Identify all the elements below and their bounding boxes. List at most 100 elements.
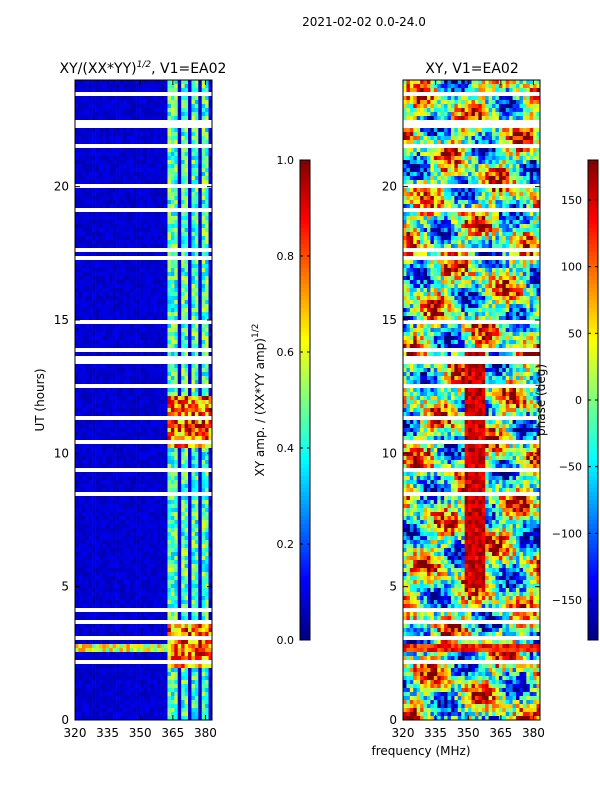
heatmap-cell — [102, 240, 107, 245]
heatmap-cell — [150, 344, 155, 349]
heatmap-cell — [119, 400, 124, 405]
heatmap-cell — [140, 436, 144, 441]
heatmap-cell — [208, 240, 213, 245]
heatmap-cell — [105, 300, 110, 305]
heatmap-cell — [122, 372, 127, 377]
heatmap-cell — [208, 404, 213, 409]
heatmap-cell — [95, 528, 100, 533]
heatmap-cell — [167, 132, 172, 137]
heatmap-cell — [81, 340, 86, 345]
heatmap-cell — [198, 556, 203, 561]
heatmap-cell — [92, 564, 96, 569]
heatmap-cell — [177, 376, 182, 381]
heatmap-cell — [157, 204, 161, 209]
heatmap-cell — [170, 96, 175, 101]
heatmap-cell — [153, 628, 158, 633]
heatmap-cell — [133, 228, 137, 233]
heatmap-cell — [116, 132, 120, 137]
heatmap-cell — [88, 576, 93, 581]
heatmap-cell — [153, 312, 158, 317]
heatmap-cell — [150, 476, 155, 481]
heatmap-cell — [143, 532, 148, 537]
heatmap-cell — [201, 276, 206, 281]
heatmap-cell — [126, 304, 131, 309]
heatmap-cell — [146, 464, 151, 469]
heatmap-cell — [153, 596, 158, 601]
heatmap-cell — [140, 476, 144, 481]
heatmap-cell — [75, 484, 79, 489]
heatmap-cell — [92, 216, 96, 221]
heatmap-cell — [92, 312, 96, 317]
heatmap-cell — [174, 272, 179, 277]
heatmap-cell — [191, 648, 196, 653]
heatmap-cell — [95, 424, 100, 429]
heatmap-cell — [126, 376, 131, 381]
heatmap-cell — [188, 388, 192, 393]
heatmap-cell — [81, 596, 86, 601]
heatmap-cell — [157, 332, 161, 337]
heatmap-cell — [150, 456, 155, 461]
heatmap-cell — [170, 372, 175, 377]
heatmap-cell — [81, 644, 86, 649]
heatmap-cell — [140, 336, 144, 341]
heatmap-cell — [143, 364, 148, 369]
heatmap-cell — [112, 644, 117, 649]
heatmap-cell — [194, 200, 199, 205]
heatmap-cell — [150, 324, 155, 329]
heatmap-cell — [181, 364, 185, 369]
heatmap-cell — [102, 520, 107, 525]
heatmap-cell — [95, 600, 100, 605]
heatmap-cell — [167, 284, 172, 289]
heatmap-cell — [143, 496, 148, 501]
heatmap-cell — [181, 396, 185, 401]
heatmap-cell — [188, 264, 192, 269]
heatmap-cell — [208, 236, 213, 241]
heatmap-cell — [143, 508, 148, 513]
heatmap-cell — [85, 612, 89, 617]
heatmap-cell — [174, 296, 179, 301]
heatmap-cell — [112, 616, 117, 621]
heatmap-cell — [153, 520, 158, 525]
heatmap-cell — [164, 300, 168, 305]
heatmap-cell — [119, 596, 124, 601]
heatmap-cell — [188, 140, 192, 145]
heatmap-cell — [112, 576, 117, 581]
heatmap-cell — [150, 304, 155, 309]
heatmap-cell — [129, 100, 134, 105]
heatmap-cell — [143, 340, 148, 345]
heatmap-cell — [208, 420, 213, 425]
heatmap-cell — [184, 100, 189, 105]
heatmap-cell — [188, 408, 192, 413]
heatmap-cell — [85, 448, 89, 453]
heatmap-cell — [119, 288, 124, 293]
heatmap-cell — [157, 216, 161, 221]
heatmap-cell — [174, 628, 179, 633]
heatmap-cell — [78, 532, 83, 537]
heatmap-cell — [160, 488, 165, 493]
heatmap-cell — [167, 560, 172, 565]
heatmap-cell — [191, 304, 196, 309]
heatmap-cell — [170, 232, 175, 237]
heatmap-cell — [201, 156, 206, 161]
heatmap-cell — [146, 84, 151, 89]
heatmap-cell — [102, 264, 107, 269]
heatmap-cell — [198, 536, 203, 541]
heatmap-cell — [98, 524, 103, 529]
heatmap-cell — [160, 652, 165, 657]
heatmap-cell — [188, 236, 192, 241]
heatmap-cell — [133, 568, 137, 573]
heatmap-cell — [205, 536, 209, 541]
heatmap-cell — [198, 632, 203, 637]
heatmap-cell — [160, 548, 165, 553]
heatmap-cell — [92, 188, 96, 193]
heatmap-cell — [177, 652, 182, 657]
heatmap-cell — [157, 252, 161, 257]
heatmap-cell — [198, 572, 203, 577]
heatmap-cell — [112, 420, 117, 425]
heatmap-cell — [153, 564, 158, 569]
heatmap-cell — [116, 508, 120, 513]
heatmap-cell — [88, 380, 93, 385]
heatmap-cell — [188, 304, 192, 309]
heatmap-cell — [188, 332, 192, 337]
heatmap-cell — [126, 528, 131, 533]
